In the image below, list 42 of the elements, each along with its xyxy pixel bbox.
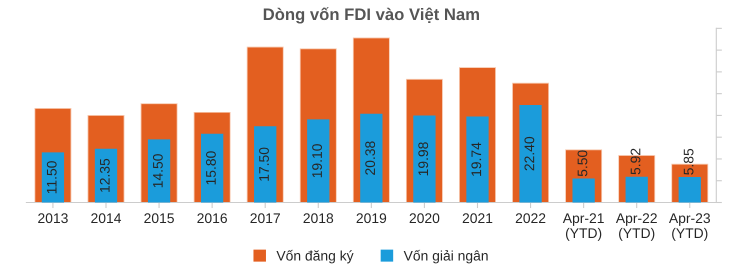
bar: [626, 176, 648, 202]
data-label: 20.38: [365, 141, 376, 175]
bar: [42, 152, 64, 202]
data-label: 5.85: [684, 148, 694, 175]
data-label: 17.50: [259, 148, 269, 181]
data-label: 11.50: [46, 161, 57, 194]
x-tick-label: 2015: [144, 213, 174, 224]
x-tick-label: Apr-22 (YTD): [616, 213, 657, 241]
x-tick-label: Apr-21 (YTD): [562, 213, 604, 241]
chart-title: Dòng vốn FDI vào Việt Nam: [264, 7, 479, 24]
bar: [572, 178, 595, 202]
data-label: 15.80: [206, 151, 216, 184]
x-tick-label: 2021: [462, 213, 492, 224]
x-tick-label: 2022: [516, 213, 546, 224]
x-tick-label: 2019: [356, 213, 386, 224]
bar: [200, 134, 224, 202]
data-label: 19.98: [418, 142, 428, 176]
x-tick-label: 2013: [38, 213, 68, 224]
legend-label: Vốn giải ngân: [404, 250, 488, 264]
bar: [148, 139, 170, 202]
data-label: 14.50: [152, 154, 163, 188]
bar: [678, 177, 701, 202]
data-label: 12.35: [100, 158, 110, 192]
bar: [519, 104, 542, 202]
data-label: 22.40: [524, 136, 534, 170]
bar: [94, 148, 118, 202]
x-tick-label: 2014: [91, 213, 122, 224]
legend-label: Vốn đăng ký: [276, 250, 354, 264]
data-label: 5.92: [630, 148, 640, 174]
bar: [413, 116, 436, 202]
x-tick-label: 2017: [250, 213, 280, 224]
x-tick-label: 2020: [410, 213, 440, 224]
x-tick-label: 2016: [197, 213, 227, 224]
data-label: 5.50: [578, 150, 588, 176]
bar: [360, 114, 382, 202]
bar: [307, 119, 330, 202]
x-tick-label: Apr-23 (YTD): [668, 213, 710, 241]
data-label: 19.74: [471, 142, 482, 176]
bar: [466, 116, 489, 202]
data-label: 19.10: [312, 144, 322, 178]
x-tick-label: 2018: [304, 213, 334, 224]
bar: [254, 126, 276, 202]
